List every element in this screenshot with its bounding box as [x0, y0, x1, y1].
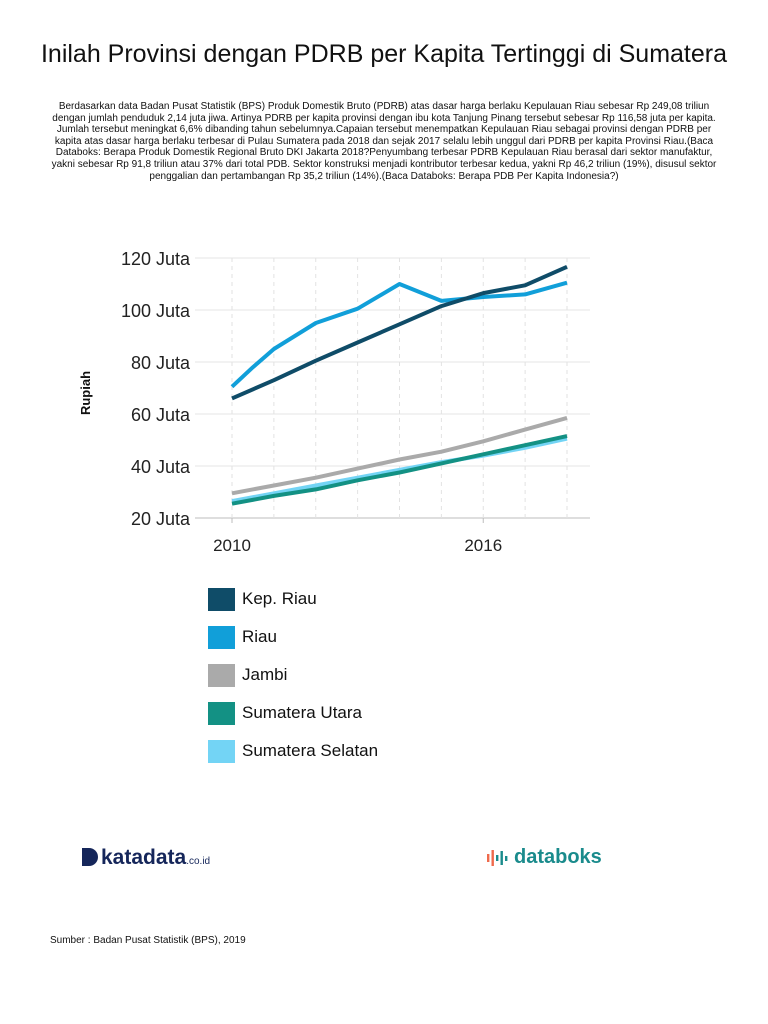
y-tick-label: 100 Juta — [121, 301, 191, 321]
y-tick-label: 60 Juta — [131, 405, 191, 425]
legend-swatch — [208, 625, 235, 649]
chart-legend: Kep. Riau Riau Jambi Sumatera Utara Sumatera… — [208, 580, 378, 770]
katadata-mark-icon — [82, 848, 98, 866]
legend-label: Sumatera Selatan — [242, 741, 379, 760]
legend-label: Jambi — [242, 665, 288, 684]
source-note: Sumber : Badan Pusat Statistik (BPS), 20… — [50, 935, 246, 946]
series-line-sumatera-selatan — [231, 436, 568, 504]
legend-label: Sumatera Utara — [242, 703, 362, 722]
katadata-name: katadata — [101, 846, 187, 869]
y-tick-label: 40 Juta — [131, 457, 191, 477]
y-tick-label: 120 Juta — [121, 249, 191, 269]
legend-swatch — [208, 701, 235, 725]
legend-item-jambi: Jambi — [208, 656, 378, 694]
page-title: Inilah Provinsi dengan PDRB per Kapita T… — [40, 40, 728, 68]
series-line-kep-riau — [231, 264, 568, 401]
description-text: Berdasarkan data Badan Pusat Statistik (… — [51, 101, 717, 182]
katadata-logo: katadata .co.id — [82, 846, 210, 870]
legend-swatch — [208, 663, 235, 687]
legend-item-sumatera-selatan: Sumatera Selatan — [208, 732, 378, 770]
databoks-logo: databoks — [486, 846, 602, 869]
legend-item-kep-riau: Kep. Riau — [208, 580, 378, 618]
legend-swatch — [208, 587, 235, 611]
series-line-jambi — [231, 415, 568, 496]
series-line-riau — [230, 280, 568, 389]
legend-swatch — [208, 739, 235, 763]
y-tick-label: 20 Juta — [131, 509, 191, 529]
legend-label: Riau — [242, 627, 277, 646]
y-tick-label: 80 Juta — [131, 353, 191, 373]
x-tick-label: 2016 — [464, 536, 502, 555]
katadata-suffix: .co.id — [186, 856, 211, 867]
legend-item-sumatera-utara: Sumatera Utara — [208, 694, 378, 732]
legend-label: Kep. Riau — [242, 589, 317, 608]
databoks-bars-icon — [487, 849, 508, 866]
line-chart: 20 Juta 40 Juta 60 Juta 80 Juta 100 Juta 120 … — [78, 249, 590, 555]
legend-item-riau: Riau — [208, 618, 378, 656]
x-tick-label: 2010 — [213, 536, 251, 555]
series-line-sumatera-utara — [231, 434, 568, 506]
databoks-name: databoks — [514, 846, 602, 868]
y-axis-label: Rupiah — [78, 371, 93, 415]
